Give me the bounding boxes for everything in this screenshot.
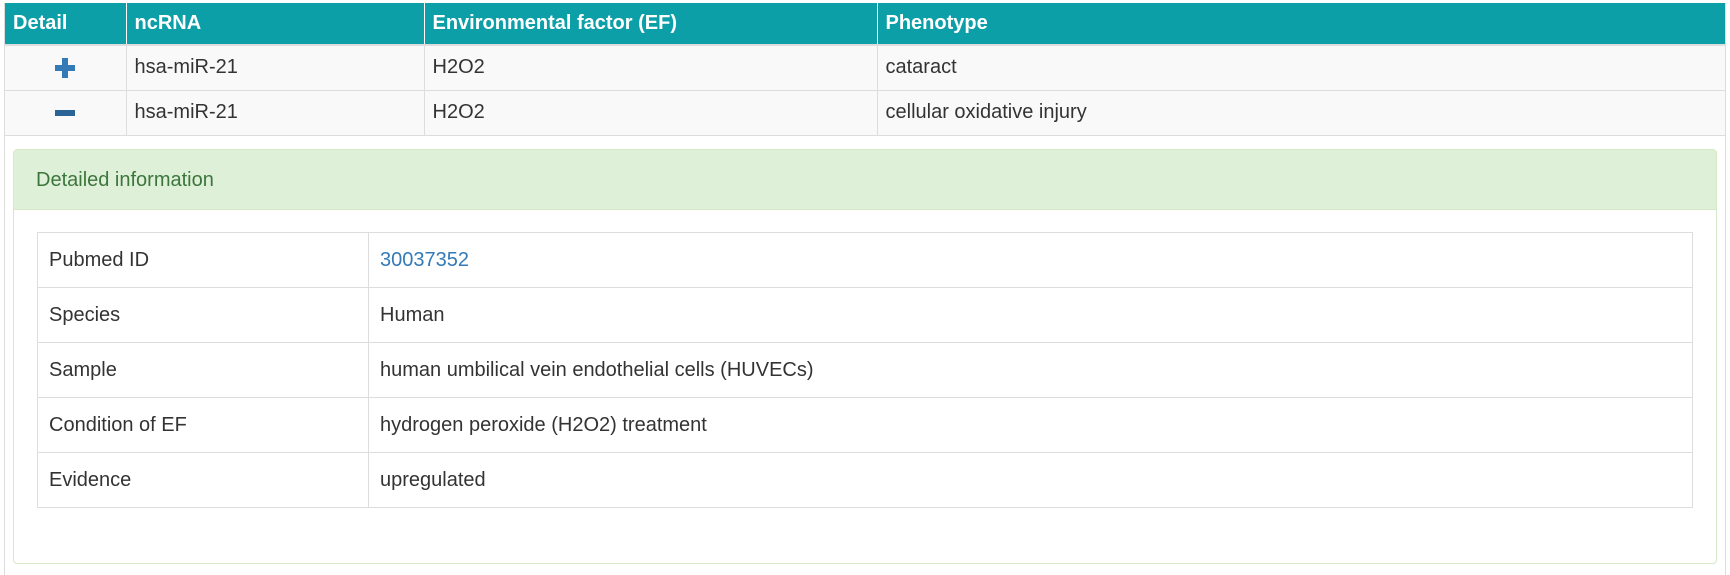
minus-icon[interactable]: [55, 103, 76, 123]
ef-cell: H2O2: [424, 45, 878, 91]
pubmed-id-link[interactable]: 30037352: [380, 248, 469, 271]
detail-value: 30037352: [368, 232, 1693, 288]
ncrna-cell: hsa-miR-21: [126, 90, 425, 136]
detail-value: human umbilical vein endothelial cells (…: [368, 342, 1693, 398]
detail-label: Sample: [37, 342, 369, 398]
header-environmental-factor[interactable]: Environmental factor (EF): [424, 3, 878, 46]
header-detail[interactable]: Detail: [5, 3, 127, 46]
detail-table: Pubmed ID 30037352 Species Human Sample …: [37, 232, 1693, 508]
table-header-row: Detail ncRNA Environmental factor (EF) P…: [5, 3, 1725, 46]
table-row: hsa-miR-21 H2O2 cataract: [5, 45, 1725, 91]
detail-label: Condition of EF: [37, 397, 369, 453]
detail-row-condition: Condition of EF hydrogen peroxide (H2O2)…: [37, 397, 1693, 453]
detail-label: Pubmed ID: [37, 232, 369, 288]
phenotype-cell: cellular oxidative injury: [877, 90, 1725, 136]
detail-row-evidence: Evidence upregulated: [37, 452, 1693, 508]
header-phenotype[interactable]: Phenotype: [877, 3, 1725, 46]
detail-panel-title: Detailed information: [14, 150, 1716, 210]
plus-icon[interactable]: [55, 57, 76, 78]
phenotype-cell: cataract: [877, 45, 1725, 91]
header-ncrna[interactable]: ncRNA: [126, 3, 425, 46]
detail-row-sample: Sample human umbilical vein endothelial …: [37, 342, 1693, 398]
table-row: hsa-miR-21 H2O2 cellular oxidative injur…: [5, 90, 1725, 136]
detail-value: Human: [368, 287, 1693, 343]
detail-value: hydrogen peroxide (H2O2) treatment: [368, 397, 1693, 453]
ncrna-cell: hsa-miR-21: [126, 45, 425, 91]
detail-label: Species: [37, 287, 369, 343]
detail-row-species: Species Human: [37, 287, 1693, 343]
detail-panel-body: Pubmed ID 30037352 Species Human Sample …: [14, 210, 1716, 530]
ef-cell: H2O2: [424, 90, 878, 136]
detail-value: upregulated: [368, 452, 1693, 508]
detail-row-pubmed: Pubmed ID 30037352: [37, 232, 1693, 288]
results-container: Detail ncRNA Environmental factor (EF) P…: [4, 3, 1726, 575]
detail-label: Evidence: [37, 452, 369, 508]
detail-cell: [5, 45, 127, 91]
results-table: Detail ncRNA Environmental factor (EF) P…: [5, 3, 1725, 136]
detail-cell: [5, 90, 127, 136]
detail-panel: Detailed information Pubmed ID 30037352 …: [13, 149, 1717, 564]
